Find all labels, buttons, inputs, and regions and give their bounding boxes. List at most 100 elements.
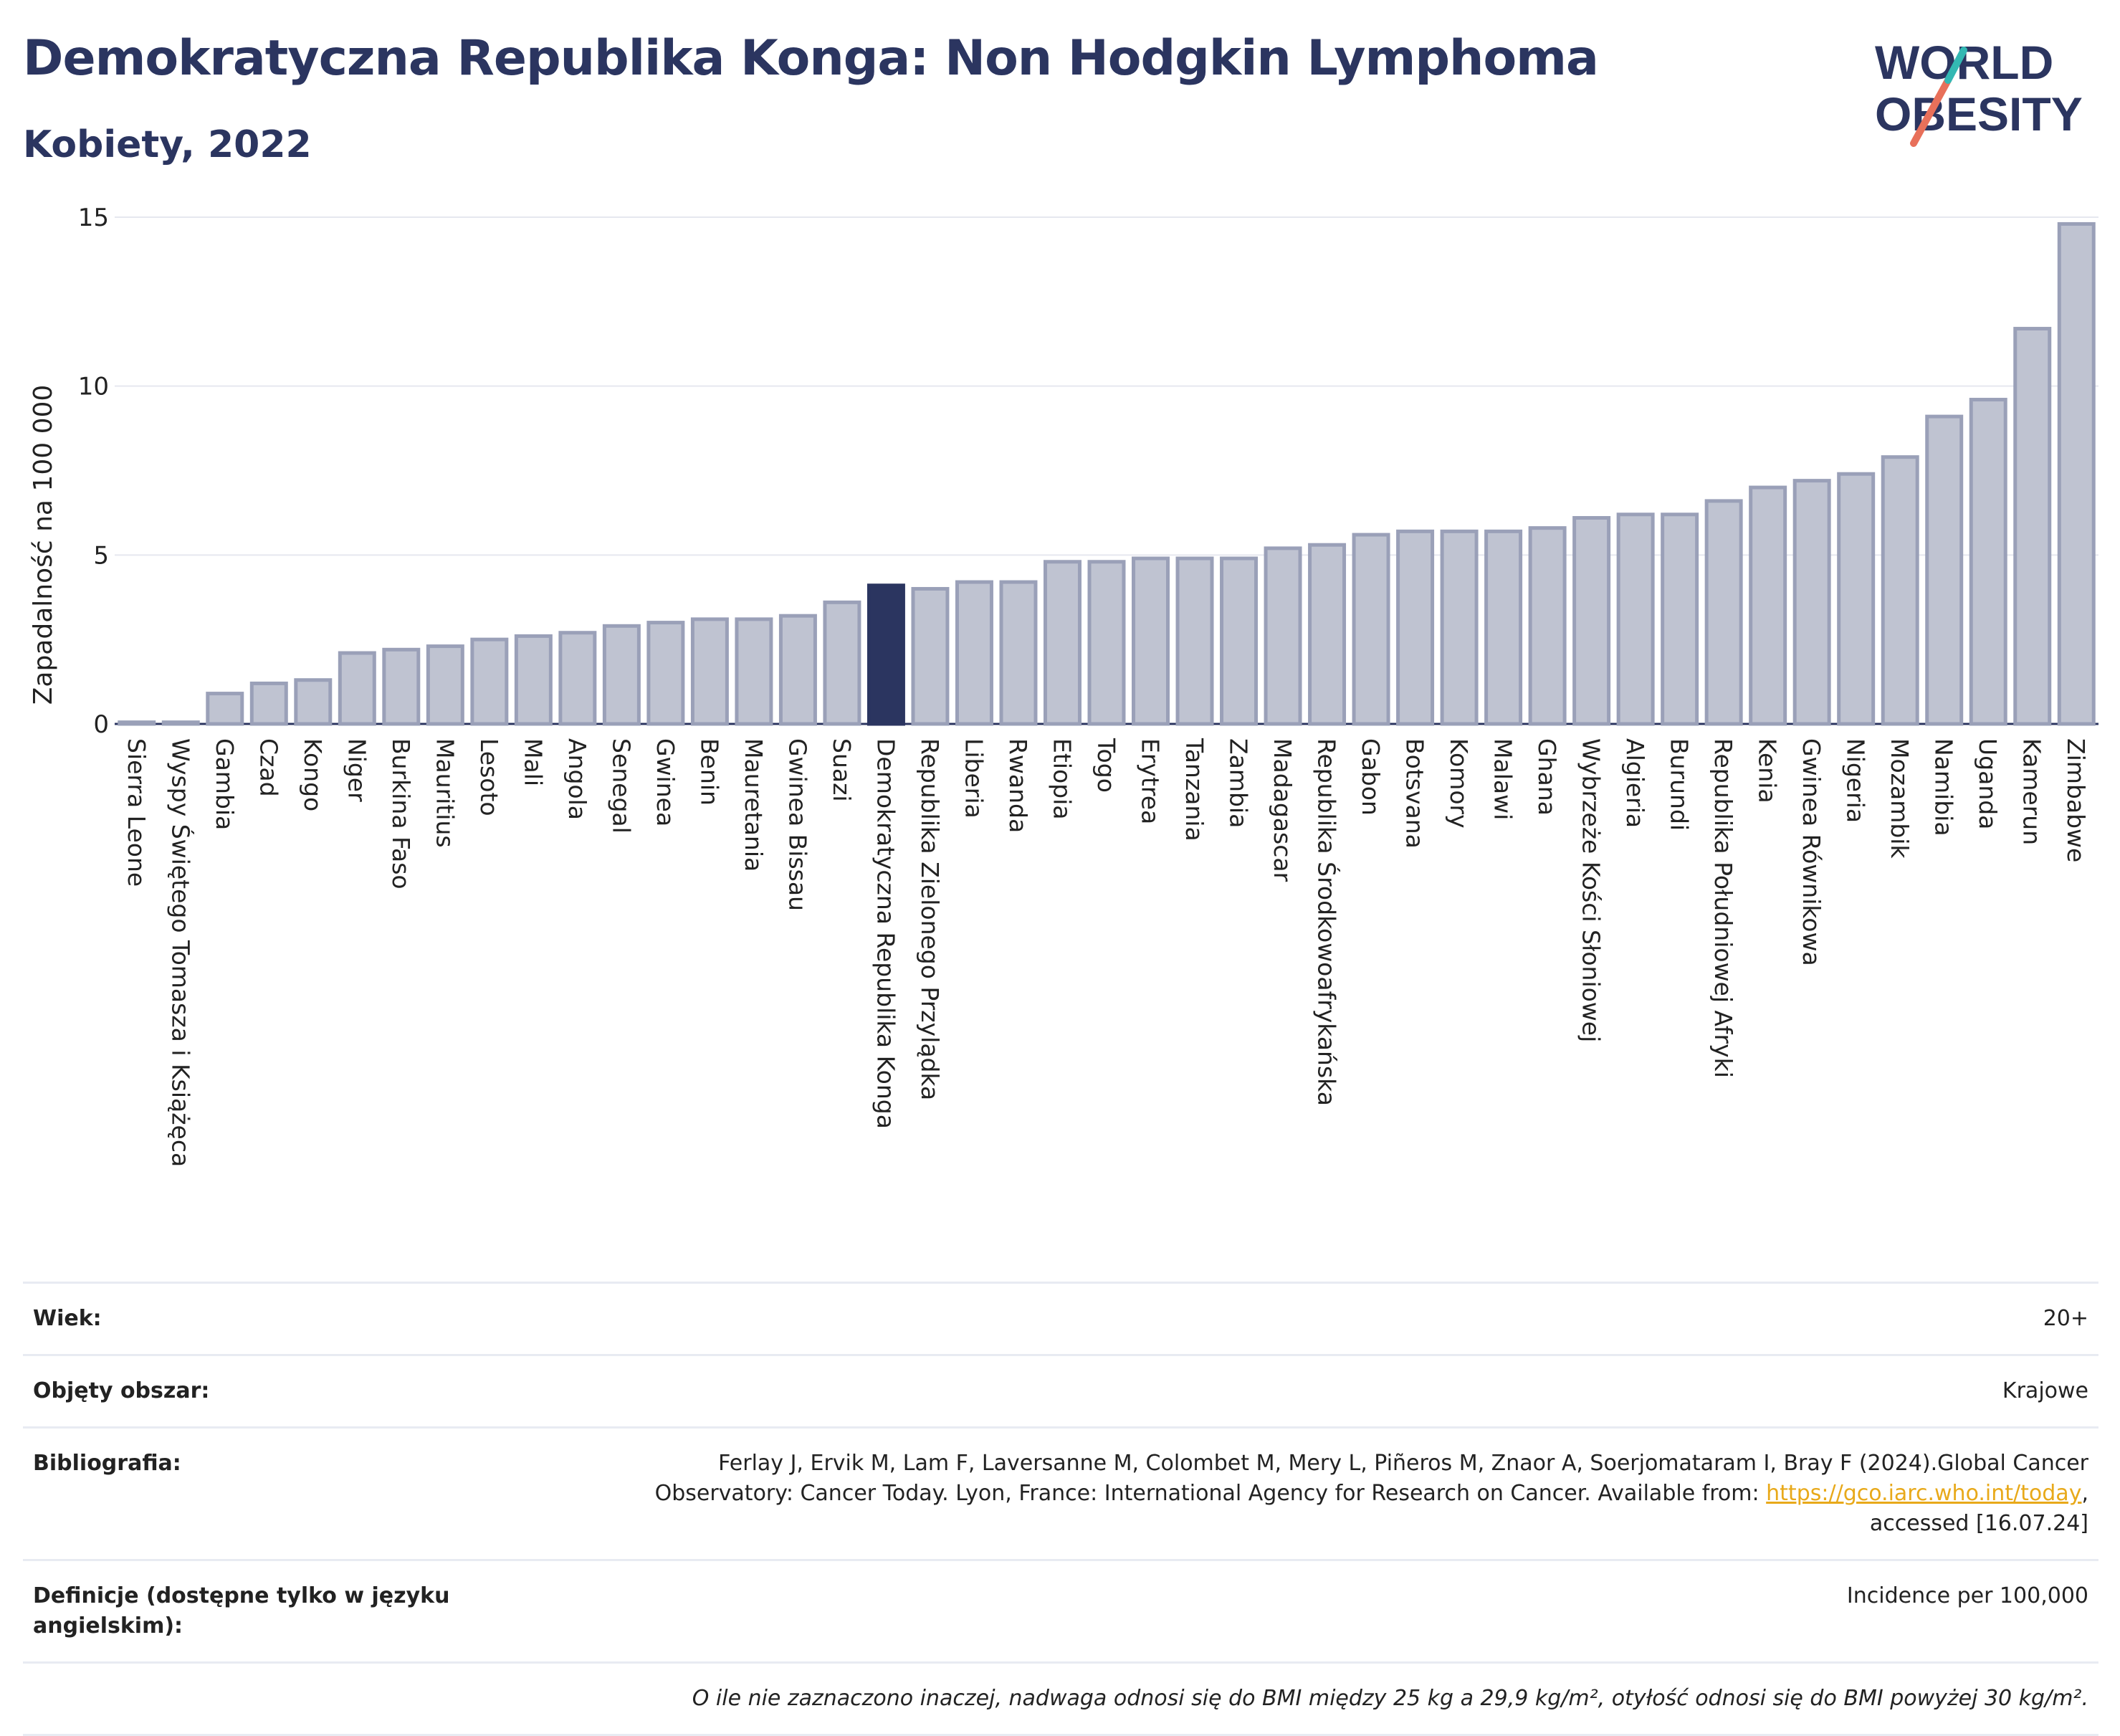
x-tick-label: Nigeria — [1842, 738, 1870, 823]
x-tick-label: Republika Zielonego Przylądka — [916, 738, 944, 1100]
bar[interactable] — [690, 617, 729, 726]
bar[interactable] — [1352, 533, 1390, 726]
x-tick-label: Angola — [563, 738, 591, 820]
coverage-value: Krajowe — [2002, 1378, 2088, 1403]
bar[interactable] — [1087, 560, 1126, 726]
x-tick-label: Mali — [519, 738, 547, 786]
bibliography-link[interactable]: https://gco.iarc.who.int/today — [1766, 1481, 2082, 1506]
bar[interactable] — [778, 614, 817, 726]
bar[interactable] — [955, 580, 993, 726]
bar[interactable] — [294, 678, 333, 726]
x-tick-label: Gambia — [211, 738, 239, 830]
bar[interactable] — [1749, 485, 1787, 726]
y-tick-label: 5 — [93, 541, 109, 570]
x-tick-label: Mozambik — [1886, 738, 1914, 859]
bar[interactable] — [1043, 560, 1082, 726]
info-row-note: O ile nie zaznaczono inaczej, nadwaga od… — [23, 1661, 2098, 1736]
y-axis-label: Zapadalność na 100 000 — [29, 385, 58, 705]
x-tick-label: Republika Środkowoafrykańska — [1313, 738, 1342, 1106]
bar[interactable] — [1969, 398, 2007, 726]
bar[interactable] — [470, 637, 509, 726]
bar[interactable] — [514, 634, 553, 726]
bar[interactable] — [1572, 515, 1611, 726]
x-tick-label: Gabon — [1357, 738, 1385, 816]
chart-title: Demokratyczna Republika Konga: Non Hodgk… — [23, 30, 1599, 87]
bibliography-text-4: accessed [16.07.24] — [1869, 1511, 2088, 1536]
x-tick-label: Zimbabwe — [2062, 738, 2090, 862]
bar[interactable] — [1396, 529, 1435, 726]
y-tick-label: 10 — [78, 373, 109, 401]
bar[interactable] — [646, 621, 685, 726]
bar[interactable] — [1661, 512, 1699, 726]
x-tick-label: Burundi — [1666, 738, 1694, 831]
definitions-label: Definicje (dostępne tylko w języku angie… — [33, 1583, 450, 1639]
info-row-coverage: Objęty obszar: Krajowe — [23, 1354, 2098, 1426]
definitions-value: Incidence per 100,000 — [1846, 1583, 2088, 1608]
x-tick-label: Namibia — [1930, 738, 1958, 836]
bar[interactable] — [1881, 455, 1919, 726]
bar[interactable] — [1308, 543, 1347, 726]
x-tick-label: Sierra Leone — [123, 738, 151, 887]
bar[interactable] — [735, 617, 773, 726]
logo-line2: OBESITY — [1875, 87, 2083, 140]
age-value: 20+ — [2043, 1306, 2088, 1331]
x-tick-label: Etiopia — [1048, 738, 1076, 820]
bar[interactable] — [911, 586, 950, 726]
x-tick-label: Kenia — [1754, 738, 1782, 803]
logo-line1: WORLD — [1875, 36, 2053, 89]
x-tick-label: Uganda — [1974, 738, 2002, 829]
bar[interactable] — [1264, 546, 1302, 726]
x-tick-label: Zambia — [1225, 738, 1253, 828]
bar[interactable] — [2013, 327, 2052, 726]
bar[interactable] — [338, 651, 376, 726]
bar[interactable] — [2057, 221, 2096, 726]
bar-chart: Zapadalność na 100 000 Sierra Leone Wyspy… — [29, 204, 2098, 1167]
bar[interactable] — [249, 681, 288, 726]
coverage-label: Objęty obszar: — [33, 1378, 210, 1403]
bar[interactable] — [161, 720, 200, 726]
x-tick-label: Republika Południowej Afryki — [1709, 738, 1737, 1078]
x-tick-label: Algieria — [1621, 738, 1649, 828]
x-tick-label: Ghana — [1533, 738, 1561, 816]
bar[interactable] — [1484, 529, 1523, 726]
bar[interactable] — [1440, 529, 1479, 726]
bar[interactable] — [1528, 526, 1567, 726]
bar[interactable] — [382, 647, 421, 726]
y-tick-label: 0 — [93, 710, 109, 739]
bar[interactable] — [206, 692, 244, 726]
bar[interactable] — [1837, 472, 1876, 726]
bar[interactable] — [426, 644, 464, 726]
x-tick-label: Demokratyczna Republika Konga — [872, 738, 899, 1129]
x-tick-label: Lesoto — [475, 738, 503, 816]
x-tick-label: Benin — [695, 738, 723, 806]
bar[interactable] — [1925, 414, 1964, 726]
x-tick-label: Kamerun — [2018, 738, 2046, 845]
x-tick-label: Gwinea — [651, 738, 679, 826]
info-table: Wiek: 20+ Objęty obszar: Krajowe Bibliog… — [23, 1282, 2098, 1736]
bar[interactable] — [1792, 479, 1831, 726]
x-tick-label: Wyspy Świętego Tomasza i Książęca — [166, 738, 195, 1167]
x-tick-label: Tanzania — [1180, 738, 1208, 841]
bar[interactable] — [1616, 512, 1655, 726]
y-tick-label: 15 — [78, 204, 109, 232]
bar[interactable] — [602, 624, 641, 726]
info-row-age: Wiek: 20+ — [23, 1282, 2098, 1354]
bmi-note: O ile nie zaznaczono inaczej, nadwaga od… — [692, 1686, 2088, 1711]
bibliography-label: Bibliografia: — [33, 1451, 181, 1476]
bibliography-value: Ferlay J, Ervik M, Lam F, Laversanne M, … — [655, 1449, 2088, 1539]
bar[interactable] — [1132, 556, 1170, 726]
x-tick-label: Botsvana — [1401, 738, 1429, 849]
x-tick-label: Erytrea — [1137, 738, 1165, 824]
age-label: Wiek: — [33, 1306, 102, 1331]
bar[interactable] — [1220, 556, 1259, 726]
bar[interactable] — [823, 600, 861, 726]
bar[interactable] — [866, 583, 905, 726]
bar[interactable] — [1704, 499, 1743, 726]
x-tick-label: Liberia — [960, 738, 988, 819]
x-tick-label: Mauretania — [740, 738, 768, 872]
world-obesity-logo: WORLD OBESITY — [1875, 36, 2083, 147]
bar[interactable] — [1175, 556, 1214, 726]
bar[interactable] — [999, 580, 1038, 726]
bar[interactable] — [118, 720, 156, 726]
bar[interactable] — [558, 631, 597, 726]
